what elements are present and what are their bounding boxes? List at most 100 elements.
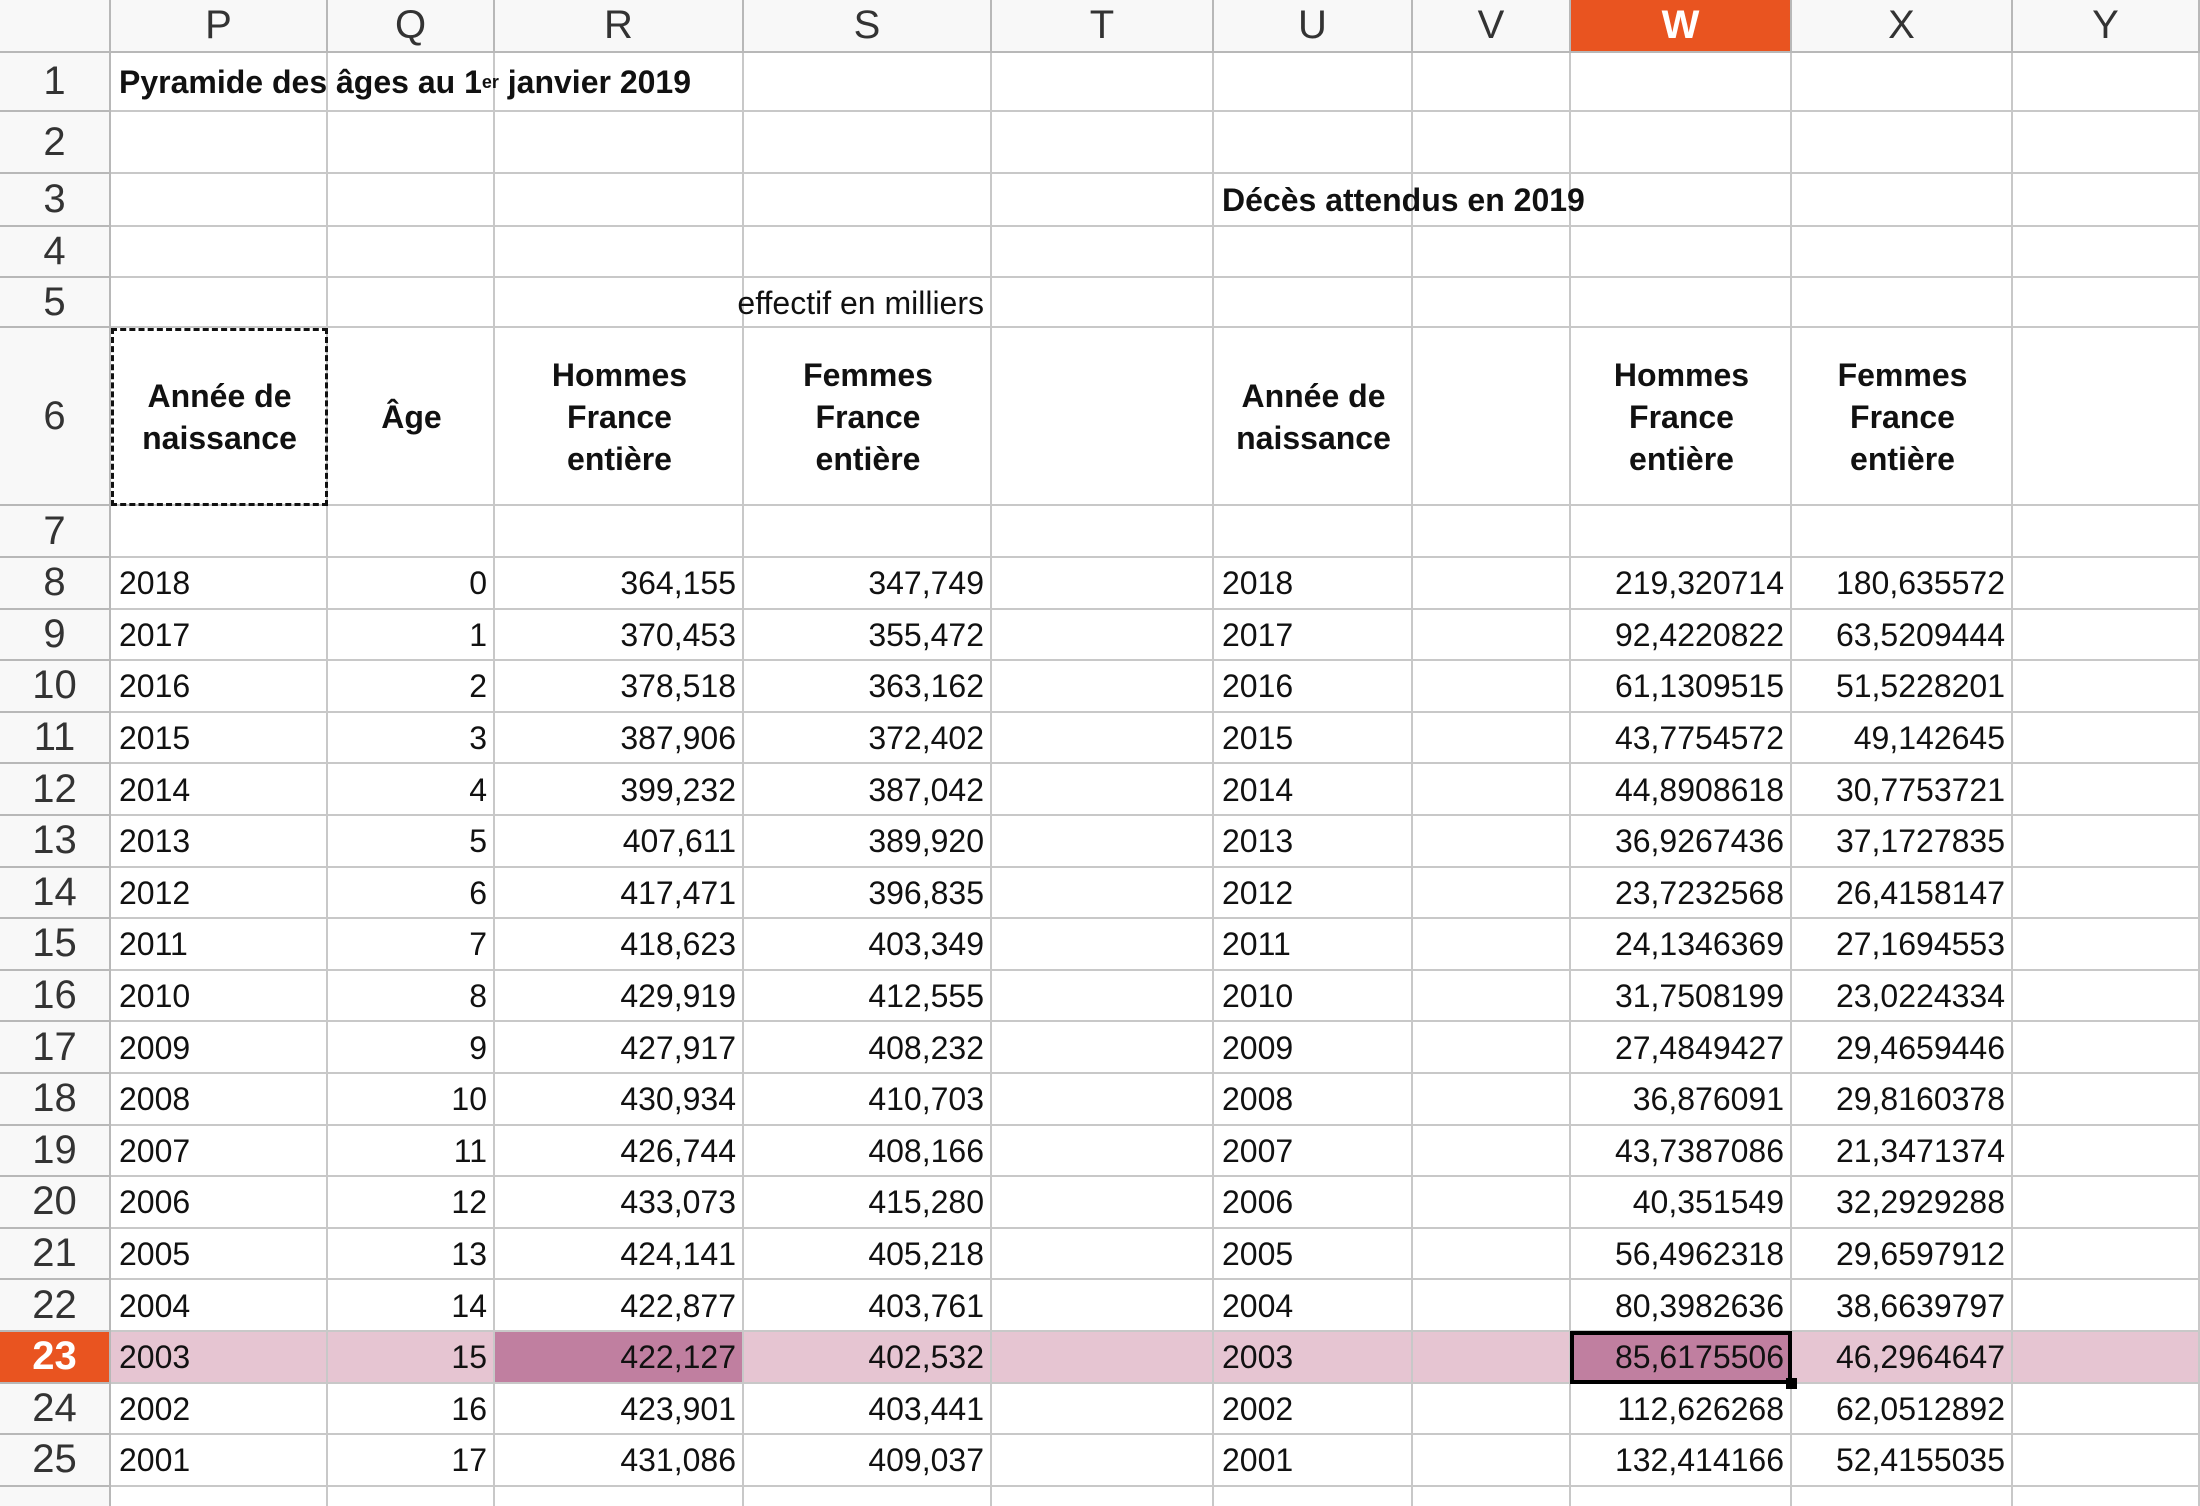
cell-value: 387,042 xyxy=(868,771,984,808)
cell-value: 16 xyxy=(451,1390,487,1427)
cell xyxy=(1571,712,1792,765)
cell xyxy=(495,1280,744,1332)
cell xyxy=(111,764,328,816)
cell-value: 44,8908618 xyxy=(1614,771,1784,808)
cell xyxy=(1571,1074,1792,1126)
cell xyxy=(328,558,495,610)
cell xyxy=(495,609,744,662)
sheet-title: Pyramide des âges au 1 er janvier 2019 xyxy=(111,53,1027,112)
cell xyxy=(328,227,495,278)
cell xyxy=(495,661,744,713)
cell xyxy=(744,919,992,971)
cell xyxy=(111,506,328,558)
cell-value: 2017 xyxy=(119,616,191,653)
cell xyxy=(744,112,992,174)
cell xyxy=(328,53,495,112)
cell-value: 2016 xyxy=(119,668,191,705)
cell xyxy=(328,1280,495,1332)
cell-value: 403,761 xyxy=(868,1287,984,1324)
cell xyxy=(1792,1125,2013,1178)
cell xyxy=(1792,712,2013,765)
cell xyxy=(495,712,744,765)
cell xyxy=(111,328,328,506)
cell xyxy=(495,1332,744,1384)
title-superscript: er xyxy=(481,72,499,92)
cell-value: 347,749 xyxy=(868,565,984,602)
cell xyxy=(992,174,1214,227)
cell xyxy=(1413,328,1571,506)
cell xyxy=(992,558,1214,610)
cell xyxy=(1413,816,1571,868)
cell xyxy=(1792,1228,2013,1281)
cell-value: 15 xyxy=(451,1339,487,1376)
column-header: U xyxy=(1214,0,1413,53)
cell xyxy=(328,1125,495,1178)
cell xyxy=(992,112,1214,174)
cell-value: 2014 xyxy=(1222,771,1294,808)
cell-value: 12 xyxy=(451,1184,487,1221)
cell xyxy=(111,1383,328,1436)
cell-value: 26,4158147 xyxy=(1835,874,2005,911)
cell-value: 112,626268 xyxy=(1617,1390,1784,1427)
cell xyxy=(1571,174,1792,227)
column-header: Y xyxy=(2013,0,2200,53)
cell xyxy=(111,1177,328,1229)
cell xyxy=(495,112,744,174)
cell xyxy=(2013,112,2200,174)
cell-value: 2015 xyxy=(1222,720,1294,757)
cell-value: 418,623 xyxy=(620,926,736,963)
cell-value: 417,471 xyxy=(620,874,736,911)
cell xyxy=(1214,609,1413,662)
cell xyxy=(1571,867,1792,920)
row-header: 13 xyxy=(0,816,111,868)
cell-value: 2 xyxy=(469,668,487,705)
cell xyxy=(744,609,992,662)
cell xyxy=(744,661,992,713)
cell-value: 29,8160378 xyxy=(1835,1081,2005,1118)
cell-value: 2002 xyxy=(1222,1390,1294,1427)
cell xyxy=(1413,1486,1571,1506)
cell-value: 4 xyxy=(469,771,487,808)
cell-value: 405,218 xyxy=(868,1236,984,1273)
cell xyxy=(2013,1228,2200,1281)
cell xyxy=(2013,816,2200,868)
column-header: X xyxy=(1792,0,2013,53)
cell xyxy=(1792,558,2013,610)
row-header: 25 xyxy=(0,1435,111,1487)
cell-value: 430,934 xyxy=(620,1081,736,1118)
cell xyxy=(1792,227,2013,278)
cell-value: 355,472 xyxy=(868,616,984,653)
cell xyxy=(2013,1332,2200,1384)
cell-value: 23,0224334 xyxy=(1835,978,2005,1015)
cell xyxy=(1413,1074,1571,1126)
cell xyxy=(111,1125,328,1178)
row-header: 6 xyxy=(0,328,111,506)
cell xyxy=(111,919,328,971)
cell xyxy=(1214,712,1413,765)
cell-value: 14 xyxy=(451,1287,487,1324)
column-title: Femmes France entière xyxy=(803,357,933,477)
cell xyxy=(992,712,1214,765)
cell-value: 180,635572 xyxy=(1835,565,2005,602)
cell xyxy=(1792,1486,2013,1506)
cell-value: 24,1346369 xyxy=(1614,926,1784,963)
cell-value: 30,7753721 xyxy=(1835,771,2005,808)
cell xyxy=(2013,1435,2200,1487)
cell xyxy=(328,816,495,868)
cell xyxy=(1214,174,1413,227)
cell xyxy=(744,816,992,868)
row-header: 7 xyxy=(0,506,111,558)
cell xyxy=(2013,558,2200,610)
row-header: 19 xyxy=(0,1125,111,1178)
cell-value: 409,037 xyxy=(868,1442,984,1479)
cell xyxy=(495,53,744,112)
cell xyxy=(992,1332,1214,1384)
cell xyxy=(1214,328,1413,506)
cell xyxy=(1413,1125,1571,1178)
cell xyxy=(1214,1125,1413,1178)
cell-value: 378,518 xyxy=(620,668,736,705)
cell xyxy=(1413,112,1571,174)
cell-value: 402,532 xyxy=(868,1339,984,1376)
row-header: 20 xyxy=(0,1177,111,1229)
cell-value: 37,1727835 xyxy=(1835,823,2005,860)
